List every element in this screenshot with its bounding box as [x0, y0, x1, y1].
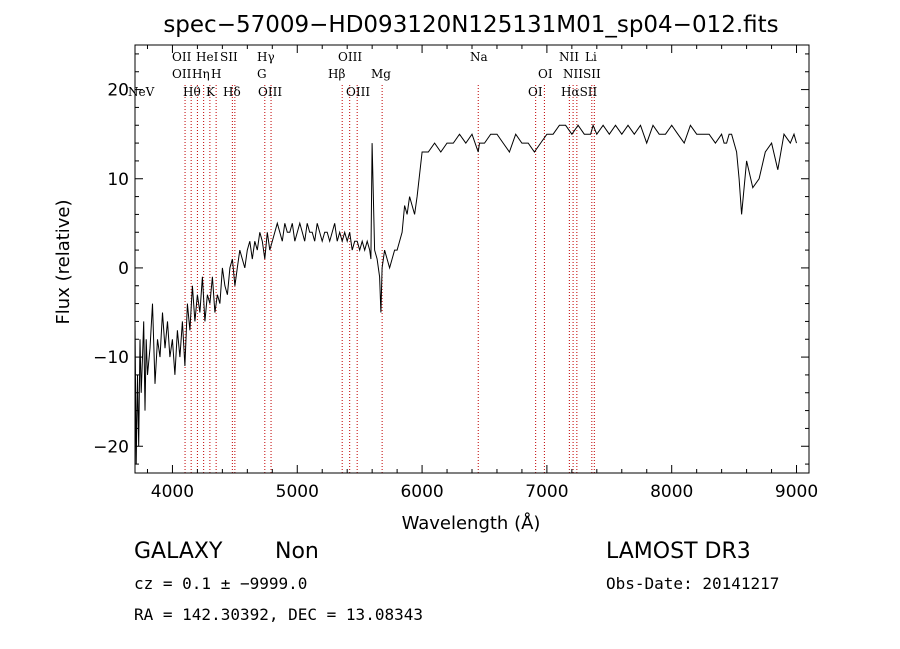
chart-title: spec−57009−HD093120N125131M01_sp04−012.f…	[163, 12, 778, 38]
line-label: OIII	[338, 50, 362, 64]
x-tick-label: 5000	[276, 482, 319, 502]
emission-line-labels: NeVOIIOIIHθHηHeIKHSIIHδHγGOIIIOIIIHβOIII…	[128, 50, 601, 99]
line-label: OI	[528, 85, 543, 99]
line-label: OII	[172, 67, 192, 81]
y-tick-label: 20	[107, 81, 129, 101]
x-axis-ticks: 4000 5000 6000 7000 8000 9000	[146, 45, 818, 502]
line-label: SII	[220, 50, 238, 64]
y-tick-label: −10	[93, 348, 129, 368]
obs-date-text: Obs-Date: 20141217	[606, 574, 779, 593]
x-tick-label: 7000	[525, 482, 568, 502]
emission-line-markers	[184, 85, 595, 473]
line-label: Hθ	[183, 85, 201, 99]
x-tick-label: 8000	[650, 482, 693, 502]
y-tick-label: 0	[118, 259, 129, 279]
y-axis-ticks: −20 −10 0 10 20	[93, 53, 809, 465]
cz-text: cz = 0.1 ± −9999.0	[134, 574, 307, 593]
line-label: OII	[172, 50, 192, 64]
line-label: NII	[559, 50, 579, 64]
line-label: G	[257, 67, 267, 81]
spectrum-series	[134, 123, 797, 465]
line-label: K	[206, 85, 216, 99]
line-label: H	[211, 67, 221, 81]
line-label: Hη	[192, 67, 210, 81]
line-label: Hδ	[223, 85, 241, 99]
line-label: NeV	[128, 85, 155, 99]
y-tick-label: 10	[107, 170, 129, 190]
line-label: HeI	[196, 50, 219, 64]
spectrum-line	[134, 123, 797, 465]
line-label: OI	[538, 67, 553, 81]
line-label: NIISII	[563, 67, 601, 81]
line-label: Hγ	[257, 50, 275, 64]
subclass-label: Non	[275, 539, 319, 564]
line-label: Mg	[371, 67, 391, 81]
line-label: Na	[470, 50, 488, 64]
x-tick-label: 4000	[151, 482, 194, 502]
survey-label: LAMOST DR3	[606, 539, 751, 564]
line-label: OIII	[346, 85, 370, 99]
coords-text: RA = 142.30392, DEC = 13.08343	[134, 605, 423, 624]
line-label: HαSII	[561, 85, 598, 99]
plot-frame	[134, 44, 810, 474]
x-axis-label: Wavelength (Å)	[402, 512, 541, 534]
y-axis-label: Flux (relative)	[53, 199, 74, 324]
line-label: Hβ	[328, 67, 345, 81]
x-tick-label: 6000	[400, 482, 443, 502]
x-tick-label: 9000	[775, 482, 818, 502]
line-label: Li	[585, 50, 597, 64]
class-label: GALAXY	[134, 539, 223, 564]
y-tick-label: −20	[93, 437, 129, 457]
line-label: OIII	[258, 85, 282, 99]
